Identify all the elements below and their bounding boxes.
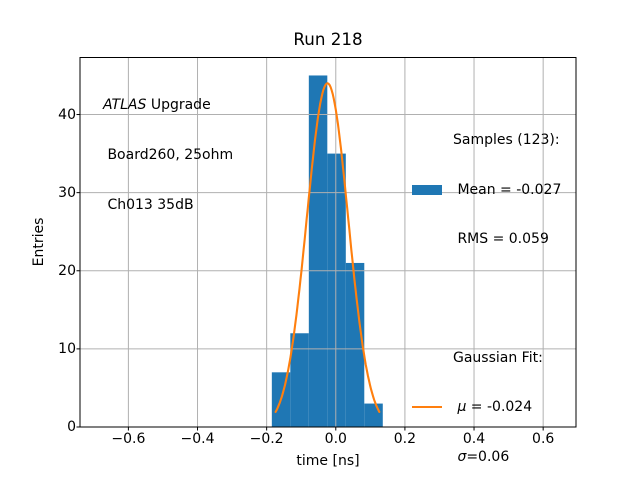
- axes-spines: [79, 57, 577, 428]
- y-tick-label: 30: [58, 184, 76, 201]
- histogram-bar: [308, 75, 328, 427]
- sigma-symbol: σ: [453, 448, 467, 465]
- plot-title: Run 218: [293, 29, 363, 49]
- annotation-line-1: ATLAS Upgrade: [103, 97, 233, 114]
- y-tick-label: 40: [58, 106, 76, 123]
- y-tick-label: 20: [58, 262, 76, 279]
- fit-line-legend-swatch: [412, 406, 442, 409]
- y-tick-label: 0: [67, 419, 76, 435]
- annotation-line-3: Ch013 35dB: [103, 196, 194, 213]
- x-tick-label: 0.6: [532, 431, 555, 447]
- annotation-atlas-italic: ATLAS: [103, 97, 147, 114]
- legend: Samples (123): Mean = -0.027 RMS = 0.059…: [412, 66, 561, 480]
- x-tick-label: 0.4: [462, 431, 486, 447]
- legend-entry-samples: Samples (123): Mean = -0.027 RMS = 0.059: [412, 99, 561, 281]
- legend-samples-header: Samples (123):: [453, 132, 560, 148]
- mu-symbol: μ: [453, 399, 467, 415]
- legend-samples-mean: Mean = -0.027: [453, 181, 562, 198]
- legend-entry-fit: Gaussian Fit: μ = -0.024 σ=0.06: [412, 317, 561, 480]
- x-tick-label: −0.2: [249, 431, 284, 447]
- annotation-text: ATLAS Upgrade Board260, 25ohm Ch013 35dB: [103, 64, 233, 247]
- gaussian-fit-curve: [274, 82, 381, 413]
- histogram-legend-swatch: [412, 184, 442, 195]
- histogram-bar: [364, 403, 383, 427]
- x-tick-label: −0.6: [111, 431, 146, 447]
- histogram-bar: [290, 333, 309, 427]
- legend-fit-sigma: σ=0.06: [453, 448, 510, 465]
- legend-fit-mu: μ = -0.024: [453, 399, 533, 415]
- y-tick-label: 10: [58, 340, 76, 357]
- legend-fit-header: Gaussian Fit:: [453, 349, 543, 366]
- annotation-upgrade: Upgrade: [146, 97, 211, 114]
- legend-samples-rms: RMS = 0.059: [453, 231, 549, 247]
- annotation-line-2: Board260, 25ohm: [103, 146, 234, 163]
- x-axis-label: time [ns]: [296, 453, 360, 469]
- x-tick-label: 0.2: [393, 431, 417, 447]
- histogram-bar: [327, 153, 346, 427]
- x-tick-label: −0.4: [180, 431, 215, 447]
- x-tick-label: 0.0: [324, 431, 347, 447]
- histogram-bar: [345, 262, 365, 427]
